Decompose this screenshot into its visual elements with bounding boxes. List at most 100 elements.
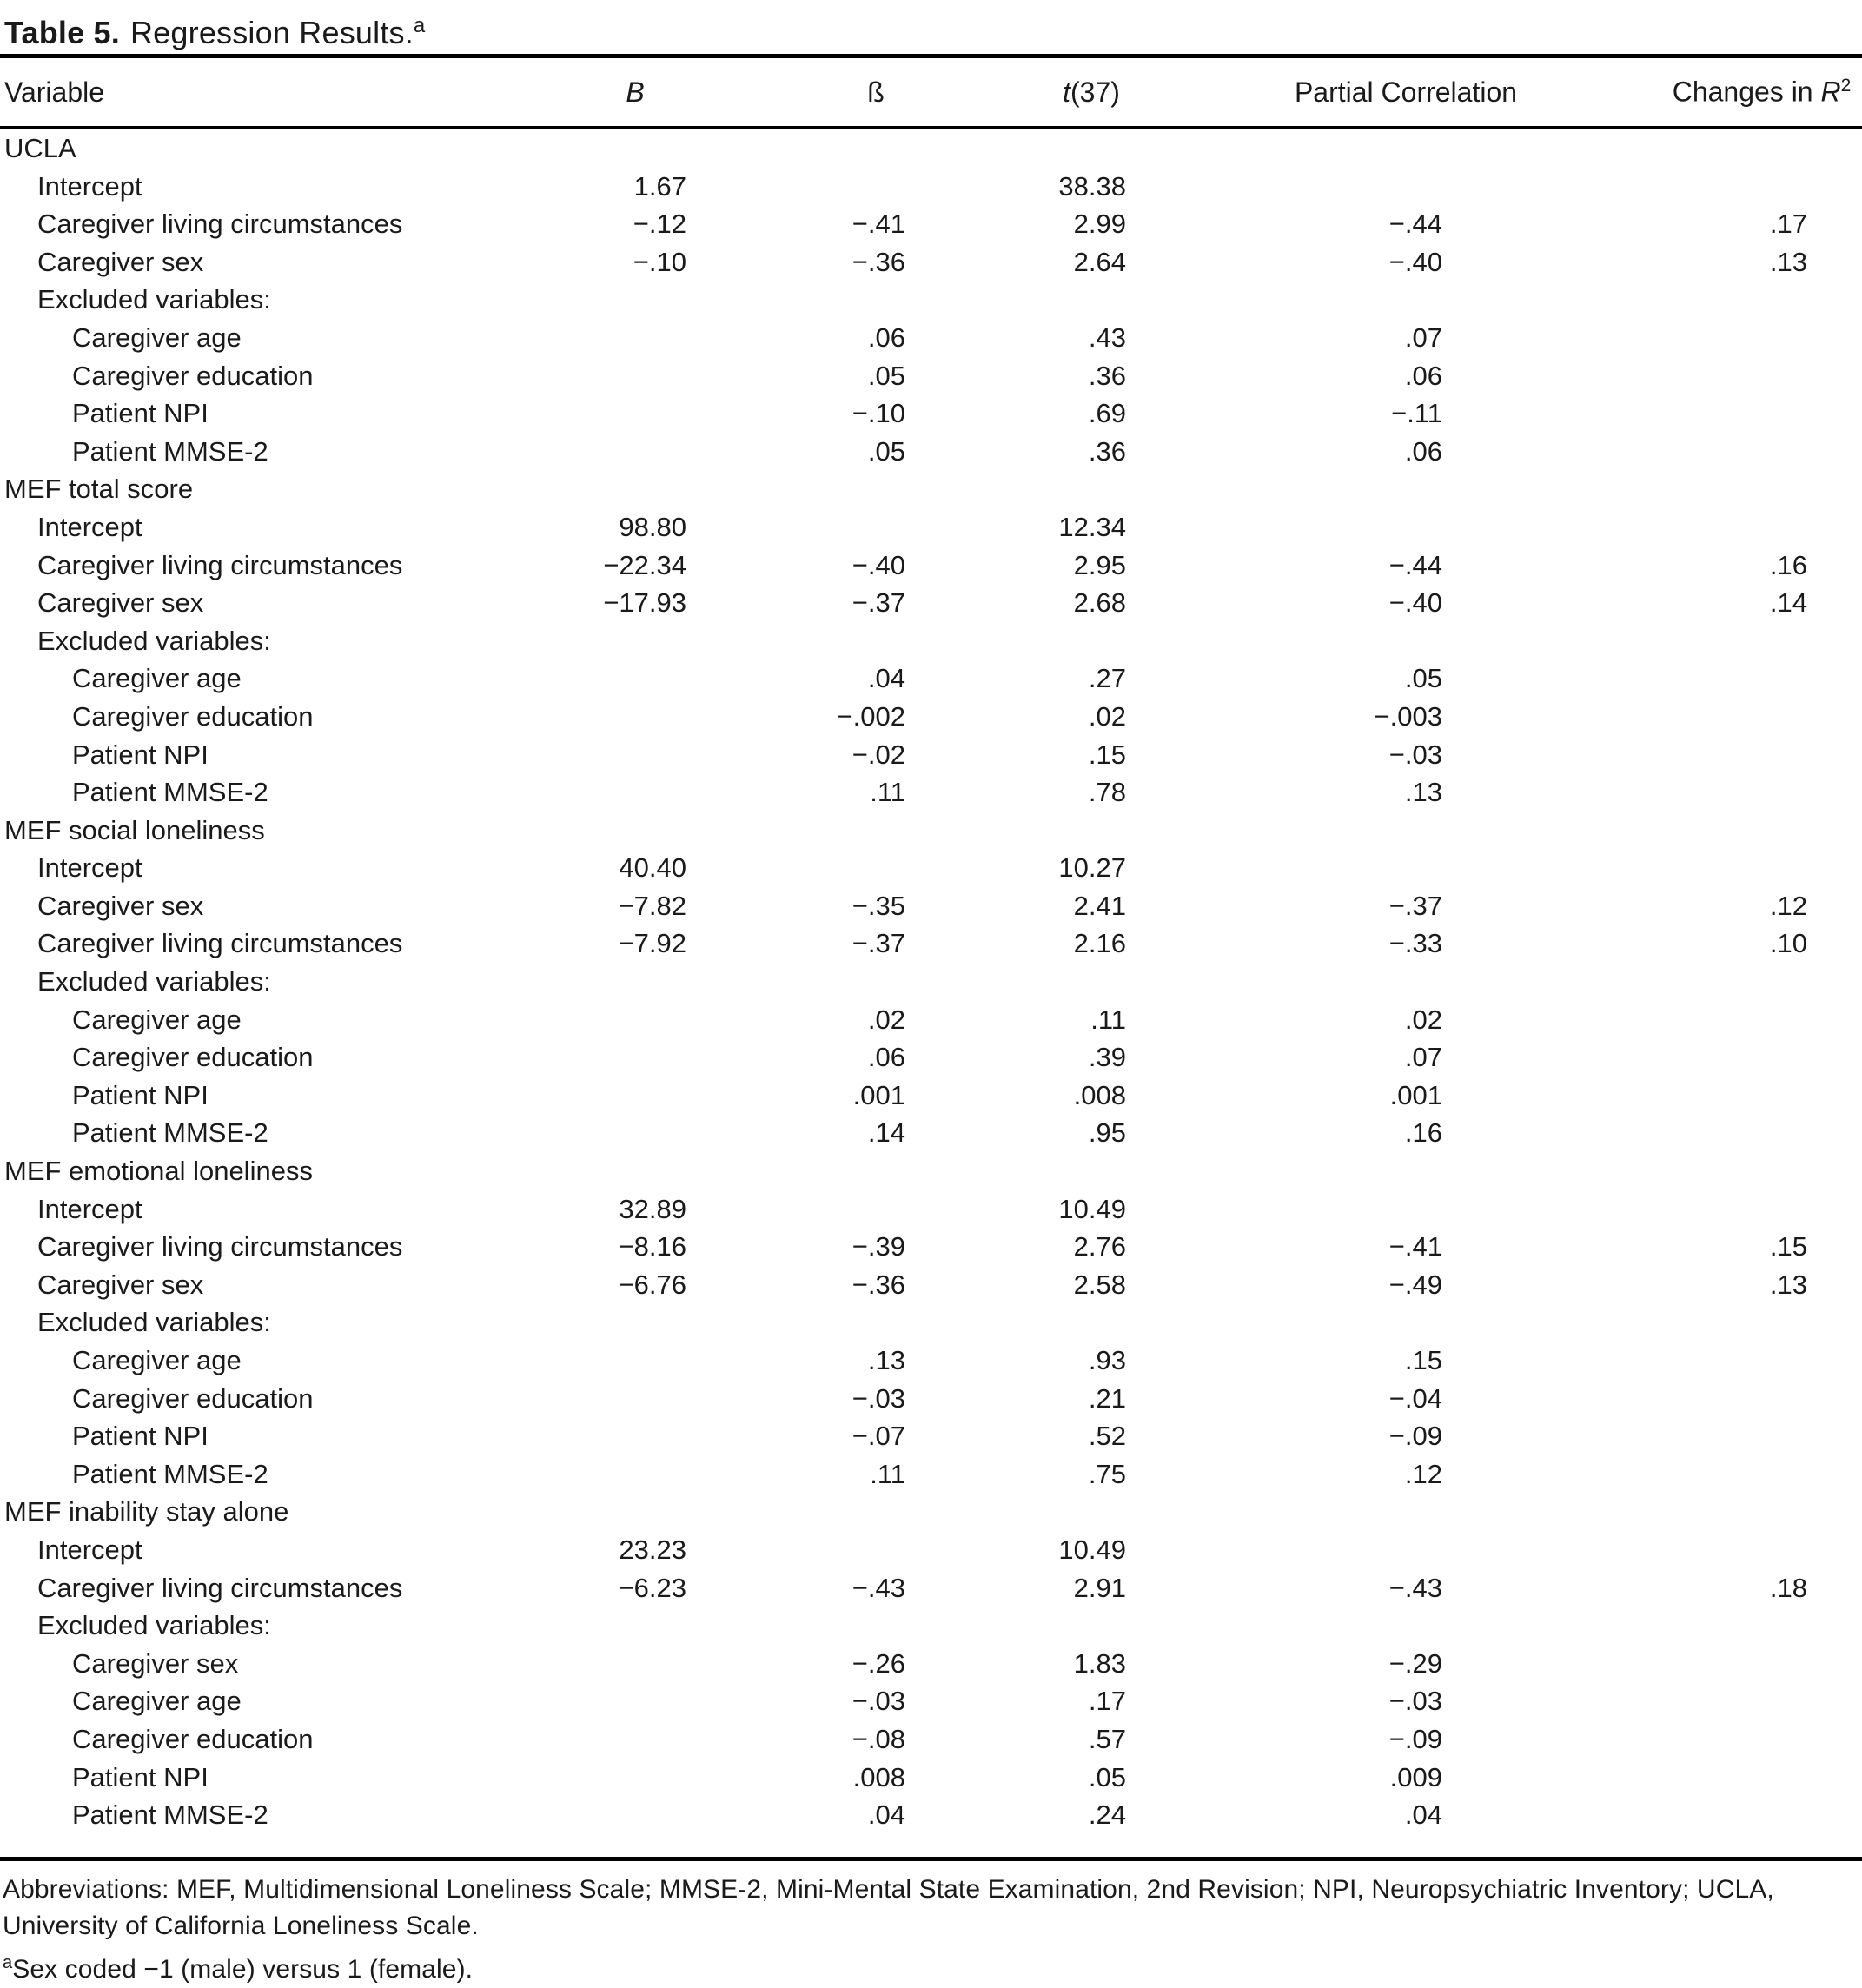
table-row: Patient NPI .008 .05 .009: [0, 1759, 1862, 1797]
value-cell: −.41: [1388, 1231, 1442, 1262]
value-cell: [1147, 508, 1468, 547]
table-row: Patient MMSE-2 .11 .75 .12: [0, 1455, 1862, 1494]
value-cell: [930, 1303, 1147, 1342]
row-label: Excluded variables:: [37, 625, 271, 656]
value-cell: [539, 659, 712, 698]
row-label: Patient MMSE-2: [72, 777, 268, 808]
value-cell: .43: [1088, 321, 1126, 353]
value-cell: −.09: [1388, 1421, 1442, 1452]
value-cell: [1468, 1380, 1862, 1418]
value-cell: −.002: [837, 700, 905, 732]
value-cell: [1468, 168, 1862, 206]
value-cell: [1468, 1417, 1862, 1455]
value-cell: .78: [1088, 777, 1126, 808]
row-label: Patient NPI: [72, 398, 209, 429]
table-row: Excluded variables:: [0, 622, 1862, 660]
value-cell: .009: [1389, 1761, 1442, 1793]
value-cell: .12: [1404, 1458, 1442, 1489]
section-row: MEF emotional loneliness: [0, 1152, 1862, 1190]
table-row: Caregiver living circumstances −.12 −.41 2.…: [0, 205, 1862, 243]
value-cell: [539, 622, 712, 660]
table-row: Excluded variables:: [0, 1607, 1862, 1645]
value-cell: .13: [867, 1345, 905, 1375]
col-header-b: B: [626, 76, 645, 108]
value-cell: [1468, 128, 1862, 168]
value-cell: [1468, 281, 1862, 319]
value-cell: .15: [1769, 1231, 1807, 1262]
value-cell: .001: [852, 1079, 905, 1110]
value-cell: [539, 1645, 712, 1683]
value-cell: −.03: [1388, 1686, 1442, 1717]
table-row: Caregiver sex −7.82 −.35 2.41 −.37 .12: [0, 887, 1862, 925]
row-label: Caregiver education: [72, 1723, 314, 1754]
table-row: Excluded variables:: [0, 963, 1862, 1001]
value-cell: [539, 1417, 712, 1455]
value-cell: [1468, 812, 1862, 850]
value-cell: [1468, 319, 1862, 357]
table-row: Intercept 1.67 38.38: [0, 168, 1862, 206]
table-row: Patient MMSE-2 .11 .78 .13: [0, 773, 1862, 812]
value-cell: .05: [1404, 663, 1442, 694]
value-cell: [930, 812, 1147, 850]
value-cell: −.44: [1388, 209, 1442, 240]
value-cell: 2.64: [1073, 246, 1126, 277]
value-cell: [539, 1759, 712, 1797]
row-label: Caregiver living circumstances: [37, 1231, 403, 1262]
value-cell: 12.34: [1058, 511, 1126, 542]
table-row: Patient MMSE-2 .04 .24 .04: [0, 1796, 1862, 1834]
table-row: Patient NPI −.02 .15 −.03: [0, 736, 1862, 774]
row-label: Patient MMSE-2: [72, 1458, 268, 1489]
col-header-changes-in-r2: Changes in R2: [1672, 76, 1852, 108]
value-cell: .02: [1404, 1004, 1442, 1035]
row-label: UCLA: [4, 133, 76, 163]
value-cell: [1147, 470, 1468, 508]
value-cell: [712, 168, 930, 206]
value-cell: .13: [1769, 246, 1807, 277]
value-cell: [712, 1152, 930, 1190]
value-cell: [539, 1720, 712, 1759]
value-cell: −.40: [1388, 246, 1442, 277]
value-cell: [1147, 849, 1468, 887]
value-cell: [539, 394, 712, 433]
value-cell: .95: [1088, 1117, 1126, 1149]
table-row: Caregiver living circumstances −6.23 −.43 2…: [0, 1569, 1862, 1607]
section-row: MEF inability stay alone: [0, 1493, 1862, 1531]
table-row: Caregiver sex −.10 −.36 2.64 −.40 .13: [0, 243, 1862, 282]
title-footnote-marker: a: [413, 14, 426, 37]
value-cell: .02: [1088, 700, 1126, 732]
table-row: Caregiver living circumstances −22.34 −.40…: [0, 547, 1862, 585]
value-cell: [539, 1077, 712, 1115]
value-cell: [930, 1493, 1147, 1531]
value-cell: [1468, 433, 1862, 471]
row-label: MEF total score: [4, 474, 194, 505]
table-row: Caregiver living circumstances −8.16 −.39 2…: [0, 1228, 1862, 1266]
table-row: Patient NPI −.10 .69 −.11: [0, 394, 1862, 433]
value-cell: [539, 1342, 712, 1380]
value-cell: .16: [1404, 1117, 1442, 1149]
value-cell: .04: [867, 663, 905, 694]
value-cell: −.12: [633, 209, 686, 240]
col-header-partial-correlation: Partial Correlation: [1294, 76, 1518, 108]
row-label: Patient NPI: [72, 1421, 209, 1452]
abbreviations-note: Abbreviations: MEF, Multidimensional Lon…: [3, 1874, 1774, 1940]
value-cell: −.07: [851, 1421, 905, 1452]
value-cell: [539, 1114, 712, 1152]
value-cell: [712, 1190, 930, 1229]
value-cell: [1468, 698, 1862, 736]
section-row: MEF social loneliness: [0, 812, 1862, 850]
value-cell: [712, 508, 930, 547]
value-cell: [539, 1152, 712, 1190]
value-cell: 2.41: [1073, 890, 1126, 921]
value-cell: [1468, 1493, 1862, 1531]
col-header-beta: ß: [867, 76, 885, 108]
table-row: Caregiver sex −6.76 −.36 2.58 −.49 .13: [0, 1266, 1862, 1304]
value-cell: −.37: [1388, 890, 1442, 921]
row-label: MEF inability stay alone: [4, 1496, 289, 1527]
value-cell: .69: [1088, 398, 1126, 429]
value-cell: −.10: [633, 246, 686, 277]
value-cell: [539, 963, 712, 1001]
value-cell: [539, 1796, 712, 1834]
table-row: Patient MMSE-2 .14 .95 .16: [0, 1114, 1862, 1152]
value-cell: 1.67: [633, 170, 686, 202]
value-cell: .02: [867, 1004, 905, 1035]
